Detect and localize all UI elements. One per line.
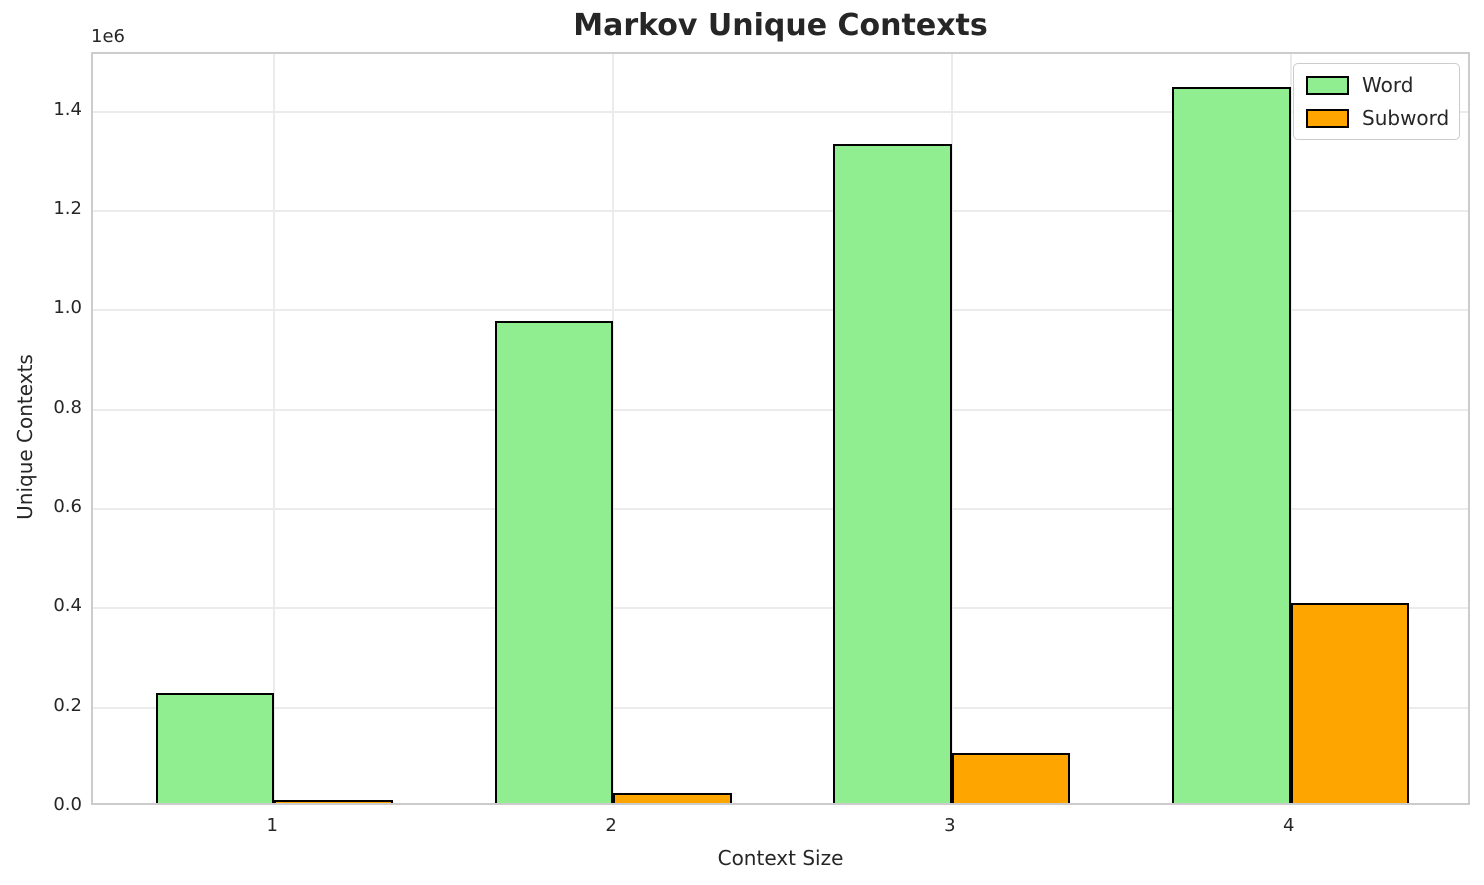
x-tick-1: 1 — [266, 815, 278, 836]
gridline-x-2 — [612, 54, 615, 803]
legend-item-word: Word — [1306, 73, 1447, 97]
x-tick-2: 2 — [605, 815, 617, 836]
bar-subword-3 — [951, 752, 1071, 803]
gridline-x-1 — [273, 54, 276, 803]
y-tick-1.2: 1.2 — [53, 197, 82, 219]
y-tick-0.2: 0.2 — [53, 694, 82, 716]
x-tick-3: 3 — [944, 815, 956, 836]
bar-word-3 — [833, 143, 952, 803]
chart-title: Markov Unique Contexts — [573, 8, 988, 43]
y-tick-1.4: 1.4 — [53, 98, 82, 120]
legend-label-word: Word — [1362, 73, 1414, 97]
y-axis-offset-label: 1e6 — [91, 26, 125, 47]
y-tick-0.6: 0.6 — [53, 495, 82, 517]
y-tick-0.0: 0.0 — [53, 794, 82, 815]
bar-subword-4 — [1290, 602, 1410, 803]
legend: Word Subword — [1293, 63, 1460, 140]
legend-item-subword: Subword — [1306, 106, 1450, 130]
gridline-y-1.4 — [93, 110, 1468, 113]
gridline-x-4 — [1289, 54, 1292, 803]
legend-label-subword: Subword — [1362, 106, 1450, 130]
gridline-y-0.4 — [93, 607, 1468, 610]
gridline-y-0.2 — [93, 706, 1468, 709]
gridline-x-3 — [950, 54, 953, 803]
y-tick-0.4: 0.4 — [53, 595, 82, 617]
plot-area — [91, 52, 1470, 805]
bar-word-2 — [494, 320, 614, 803]
x-axis-label: Context Size — [717, 846, 844, 870]
y-tick-1.0: 1.0 — [53, 297, 82, 319]
y-axis-label: Unique Contexts — [13, 354, 37, 520]
bar-word-1 — [155, 692, 275, 803]
bar-word-4 — [1172, 86, 1291, 803]
gridline-y-0.8 — [93, 408, 1468, 411]
bar-subword-2 — [613, 793, 732, 803]
word-swatch-icon — [1306, 75, 1349, 95]
gridline-y-1.0 — [93, 309, 1468, 312]
gridline-y-0.6 — [93, 507, 1468, 510]
y-tick-0.8: 0.8 — [53, 396, 82, 418]
subword-swatch-icon — [1306, 108, 1349, 128]
x-tick-4: 4 — [1282, 815, 1295, 836]
gridline-y-1.2 — [93, 209, 1468, 212]
bar-subword-1 — [274, 800, 393, 803]
